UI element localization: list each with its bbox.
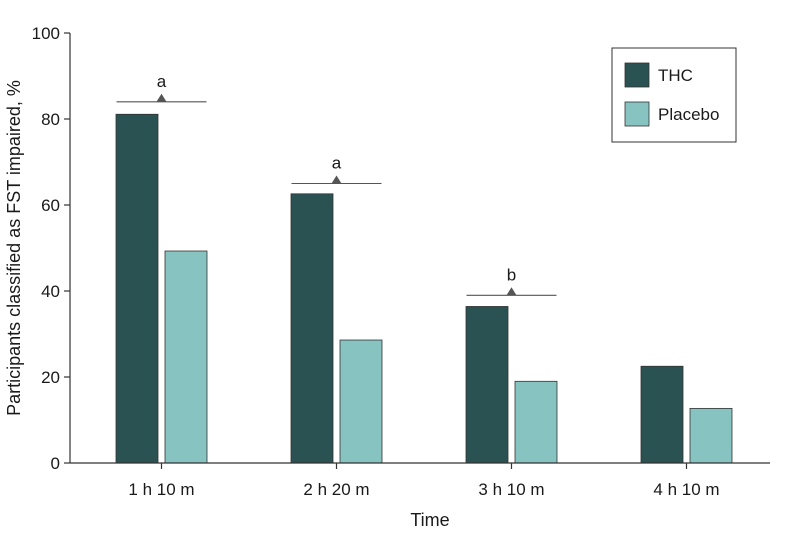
- bar-placebo-0: [164, 250, 208, 464]
- bar-thc-3: [640, 365, 684, 464]
- bar-placebo-2: [514, 380, 558, 464]
- significance-label: a: [157, 72, 167, 91]
- y-tick-label: 60: [41, 196, 60, 215]
- x-tick-label: 3 h 10 m: [478, 480, 544, 499]
- y-tick-label: 80: [41, 110, 60, 129]
- legend-box: [611, 47, 737, 143]
- bar-placebo-1: [339, 339, 383, 464]
- x-axis-title: Time: [410, 510, 449, 530]
- significance-marker-icon: [506, 287, 517, 296]
- y-tick-label: 20: [41, 368, 60, 387]
- significance-label: b: [507, 265, 516, 284]
- x-tick-label: 4 h 10 m: [653, 480, 719, 499]
- bar-placebo-3: [689, 407, 733, 464]
- bars: [115, 113, 733, 464]
- legend-label-placebo: Placebo: [658, 105, 719, 124]
- legend-swatch-placebo: [624, 101, 650, 127]
- y-tick-label: 40: [41, 282, 60, 301]
- legend-swatch-thc: [624, 62, 650, 88]
- significance-label: a: [332, 154, 342, 173]
- bar-thc-1: [290, 193, 334, 464]
- legend-label-thc: THC: [658, 66, 693, 85]
- significance-annotations: a a b: [116, 72, 557, 296]
- x-tick-label: 2 h 20 m: [303, 480, 369, 499]
- bar-thc-2: [465, 306, 509, 464]
- significance-marker-icon: [331, 175, 342, 184]
- y-tick-label: 100: [32, 24, 60, 43]
- legend: THC Placebo: [611, 47, 737, 143]
- y-tick-label: 0: [51, 454, 60, 473]
- significance-marker-icon: [156, 93, 167, 102]
- bar-thc-0: [115, 113, 159, 464]
- y-axis-ticks: 0 20 40 60 80 100: [32, 24, 70, 473]
- x-axis-categories: 1 h 10 m 2 h 20 m 3 h 10 m 4 h 10 m: [128, 463, 720, 499]
- x-tick-label: 1 h 10 m: [128, 480, 194, 499]
- y-axis-title: Participants classified as FST impaired,…: [4, 80, 24, 416]
